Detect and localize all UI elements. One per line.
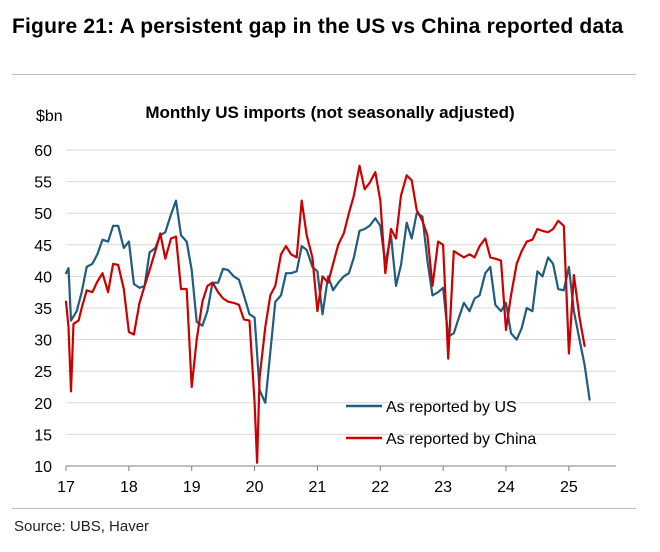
x-tick-label-23: 23 [434,479,452,496]
y-tick-label-60: 60 [34,143,52,160]
title-divider [12,74,636,75]
y-axis-ticks: 10 15 20 25 30 35 40 45 50 55 60 [34,143,52,476]
legend: As reported by US As reported by China [346,399,536,448]
x-tick-label-18: 18 [120,479,138,496]
series-line-as-reported-by-us [64,199,591,404]
x-tick-label-21: 21 [309,479,327,496]
x-tick-label-22: 22 [371,479,389,496]
source-divider [12,508,636,509]
x-tick-label-20: 20 [246,479,264,496]
y-tick-label-45: 45 [34,238,52,255]
series-line-as-reported-by-china [64,164,586,464]
x-tick-label-24: 24 [497,479,515,496]
x-axis-ticks: 17 18 19 20 21 22 23 24 25 [57,466,578,496]
figure-title: Figure 21: A persistent gap in the US vs… [12,15,624,38]
y-tick-label-30: 30 [34,333,52,350]
y-tick-label-10: 10 [34,459,52,476]
y-tick-label-55: 55 [34,175,52,192]
y-tick-label-25: 25 [34,364,52,381]
y-tick-label-20: 20 [34,396,52,413]
x-tick-label-19: 19 [183,479,201,496]
x-tick-label-17: 17 [57,479,75,496]
series-lines [64,164,591,464]
y-axis-unit-label: $bn [36,108,63,125]
x-tick-label-25: 25 [560,479,578,496]
legend-label-as-reported-by-china: As reported by China [386,431,536,448]
y-tick-label-35: 35 [34,301,52,318]
chart-title: Monthly US imports (not seasonally adjus… [145,103,515,122]
gridlines [66,149,616,467]
y-tick-label-50: 50 [34,206,52,223]
y-tick-label-15: 15 [34,427,52,444]
y-tick-label-40: 40 [34,269,52,286]
legend-label-as-reported-by-us: As reported by US [386,399,517,416]
source-note: Source: UBS, Haver [14,518,150,535]
